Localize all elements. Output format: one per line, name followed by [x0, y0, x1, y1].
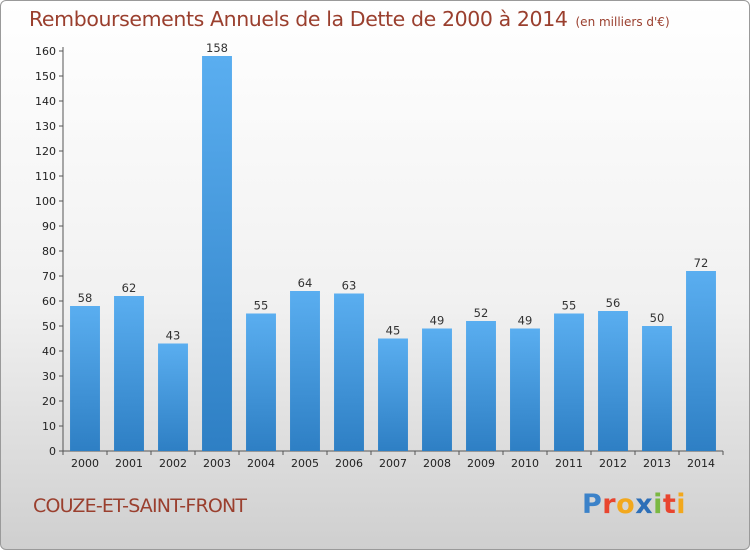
x-tick-label-2012: 2012 [599, 457, 627, 470]
y-tick-label: 110 [35, 170, 56, 183]
bar-2005 [290, 291, 320, 451]
logo-letter: r [602, 489, 617, 520]
x-tick-label-2014: 2014 [687, 457, 715, 470]
data-label-2000: 58 [78, 291, 93, 305]
data-label-2005: 64 [298, 276, 313, 290]
data-label-2012: 56 [606, 296, 621, 310]
data-label-2010: 49 [518, 314, 533, 328]
x-tick-label-2013: 2013 [643, 457, 671, 470]
bar-2003 [202, 56, 232, 451]
logo-letter: i [653, 489, 663, 520]
bar-2013 [642, 326, 672, 451]
x-tick-label-2008: 2008 [423, 457, 451, 470]
x-tick-label-2002: 2002 [159, 457, 187, 470]
data-label-2014: 72 [694, 256, 709, 270]
x-tick-label-2011: 2011 [555, 457, 583, 470]
data-label-2007: 45 [386, 324, 401, 338]
x-tick-label-2005: 2005 [291, 457, 319, 470]
bar-2007 [378, 338, 408, 451]
data-label-2013: 50 [650, 311, 665, 325]
y-tick-label: 20 [42, 395, 56, 408]
x-tick-label-2006: 2006 [335, 457, 363, 470]
x-tick-label-2009: 2009 [467, 457, 495, 470]
logo-letter: x [635, 489, 654, 520]
y-tick-label: 130 [35, 120, 56, 133]
bar-2012 [598, 311, 628, 451]
chart-title-text: Remboursements Annuels de la Dette de 20… [29, 7, 568, 31]
logo-letter: i [676, 489, 687, 520]
data-label-2001: 62 [122, 281, 137, 295]
data-label-2011: 55 [562, 299, 577, 313]
logo-letter: o [616, 489, 636, 520]
logo-letter: t [662, 489, 677, 520]
y-tick-label: 80 [42, 245, 56, 258]
y-tick-label: 30 [42, 370, 56, 383]
y-tick-label: 0 [49, 445, 56, 458]
y-tick-label: 160 [35, 45, 56, 58]
data-label-2002: 43 [166, 329, 181, 343]
bar-2001 [114, 296, 144, 451]
bar-2011 [554, 313, 584, 451]
x-tick-label-2000: 2000 [71, 457, 99, 470]
x-tick-label-2010: 2010 [511, 457, 539, 470]
x-tick-label-2007: 2007 [379, 457, 407, 470]
data-label-2006: 63 [342, 279, 357, 293]
bar-2006 [334, 293, 364, 451]
y-tick-label: 60 [42, 295, 56, 308]
commune-name: COUZE-ET-SAINT-FRONT [33, 495, 247, 517]
proxiti-logo: Proxiti [582, 489, 686, 520]
y-tick-label: 120 [35, 145, 56, 158]
bar-2009 [466, 321, 496, 451]
y-tick-label: 40 [42, 345, 56, 358]
data-label-2009: 52 [474, 306, 489, 320]
y-tick-label: 100 [35, 195, 56, 208]
y-tick-label: 70 [42, 270, 56, 283]
bar-2008 [422, 328, 452, 451]
chart-title: Remboursements Annuels de la Dette de 20… [29, 7, 670, 31]
x-tick-label-2004: 2004 [247, 457, 275, 470]
chart-subtitle: (en milliers d'€) [575, 15, 670, 29]
x-tick-label-2001: 2001 [115, 457, 143, 470]
y-tick-label: 50 [42, 320, 56, 333]
x-tick-label-2003: 2003 [203, 457, 231, 470]
logo-letter: P [582, 489, 603, 520]
y-tick-label: 90 [42, 220, 56, 233]
y-tick-label: 10 [42, 420, 56, 433]
data-label-2003: 158 [206, 41, 228, 55]
data-label-2004: 55 [254, 299, 269, 313]
bar-2010 [510, 328, 540, 451]
y-tick-label: 150 [35, 70, 56, 83]
bar-2002 [158, 343, 188, 451]
y-tick-label: 140 [35, 95, 56, 108]
bar-2014 [686, 271, 716, 451]
data-label-2008: 49 [430, 314, 445, 328]
bar-2004 [246, 313, 276, 451]
bar-2000 [70, 306, 100, 451]
